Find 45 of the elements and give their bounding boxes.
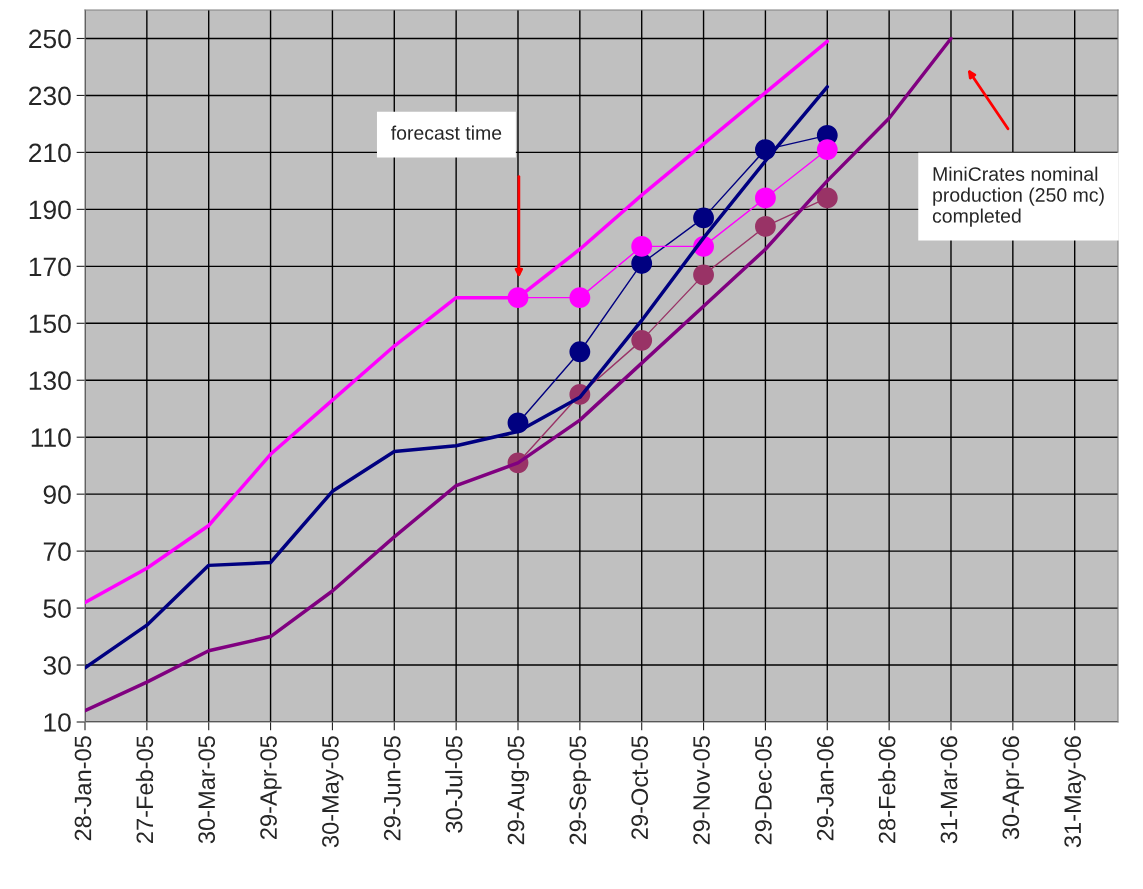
y-tick-label: 250 [29, 29, 71, 49]
y-tick-label: 90 [43, 485, 71, 504]
point [569, 341, 591, 363]
point [631, 253, 653, 274]
y-tick-label: 150 [29, 314, 71, 334]
line-series [85, 39, 830, 605]
y-tick-label: 210 [29, 143, 71, 163]
point [631, 235, 653, 257]
x-tick-label: 30-May-05 [322, 736, 344, 848]
y-tick-label: 50 [43, 599, 71, 618]
x-tick-label: 30-Mar-05 [198, 736, 216, 844]
x-tick-label: 29-Jun-05 [383, 736, 401, 841]
annotation: forecast time [391, 125, 502, 140]
point [816, 187, 838, 209]
x-tick-label: 29-Dec-05 [755, 736, 772, 845]
y-tick-label: 130 [29, 371, 71, 391]
x-tick-label: 31-Mar-06 [940, 736, 958, 844]
x-tick-label: 29-Apr-05 [260, 736, 282, 839]
point [569, 287, 591, 309]
y-tick-label: 190 [29, 200, 71, 220]
x-tick-label: 29-Nov-05 [693, 736, 710, 845]
x-tick-label: 29-Oct-05 [631, 736, 649, 839]
x-tick-label: 29-Sep-05 [569, 736, 591, 845]
point [631, 329, 653, 351]
x-tick-label: 28-Jan-05 [74, 736, 92, 841]
x-tick-label: 29-Jan-06 [816, 736, 834, 841]
x-tick-label: 31-May-06 [1064, 736, 1086, 848]
y-tick-label: 30 [43, 656, 71, 675]
x-tick-label: 30-Jul-05 [445, 736, 463, 833]
y-tick-label: 10 [44, 713, 71, 732]
y-tick-label: 110 [31, 428, 71, 448]
point [755, 216, 776, 237]
y-tick-label: 70 [43, 542, 71, 561]
point [693, 207, 714, 229]
y-tick-label: 230 [29, 86, 71, 106]
annotation: MiniCrates nominal production (250 mc) completed [932, 166, 1104, 227]
y-tick-label: 170 [29, 257, 71, 277]
line-series [85, 85, 830, 670]
x-tick-label: 29-Aug-05 [507, 736, 529, 845]
point [693, 264, 714, 286]
x-tick-label: 28-Feb-06 [878, 736, 896, 843]
point [816, 139, 838, 160]
point [755, 187, 776, 209]
x-tick-label: 27-Feb-05 [135, 736, 154, 843]
x-tick-label: 30-Apr-06 [1002, 736, 1024, 840]
